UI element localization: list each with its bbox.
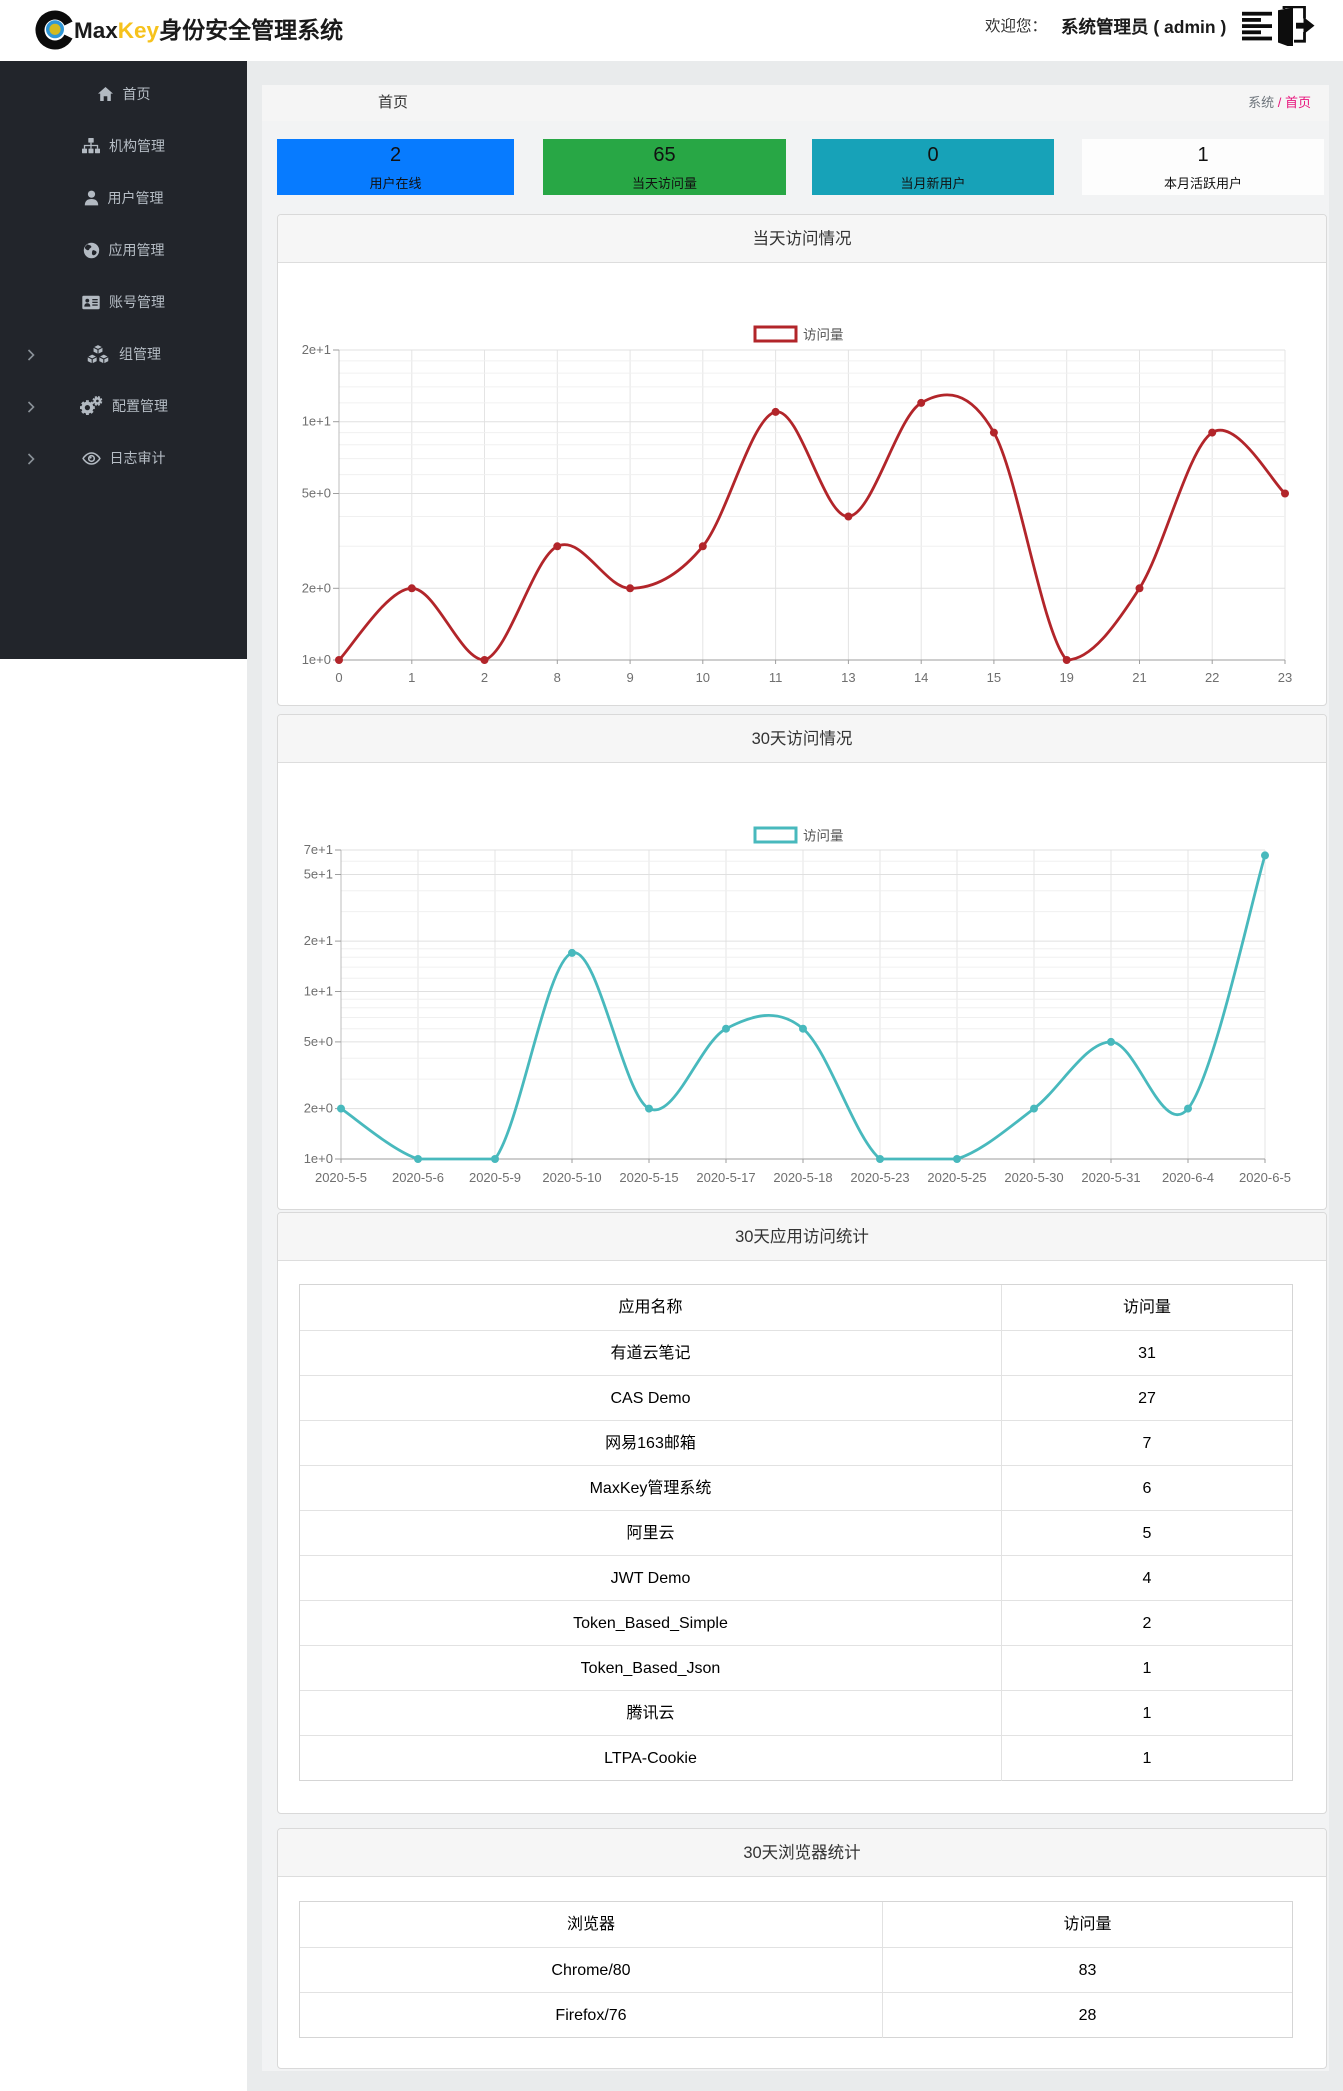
svg-text:2e+1: 2e+1 [304, 933, 333, 948]
svg-text:19: 19 [1059, 670, 1073, 685]
svg-text:9: 9 [626, 670, 633, 685]
svg-text:2020-5-5: 2020-5-5 [315, 1170, 367, 1185]
svg-text:5e+0: 5e+0 [302, 486, 331, 501]
svg-text:2020-5-6: 2020-5-6 [392, 1170, 444, 1185]
svg-text:21: 21 [1132, 670, 1146, 685]
svg-text:0: 0 [335, 670, 342, 685]
svg-text:2020-5-25: 2020-5-25 [927, 1170, 986, 1185]
svg-text:2020-5-31: 2020-5-31 [1081, 1170, 1140, 1185]
svg-text:2e+1: 2e+1 [302, 342, 331, 357]
svg-text:22: 22 [1205, 670, 1219, 685]
svg-text:2e+0: 2e+0 [304, 1101, 333, 1116]
svg-text:1: 1 [408, 670, 415, 685]
svg-text:1e+0: 1e+0 [304, 1151, 333, 1166]
svg-text:14: 14 [914, 670, 928, 685]
svg-text:7e+1: 7e+1 [304, 842, 333, 857]
svg-text:13: 13 [841, 670, 855, 685]
svg-text:2020-5-30: 2020-5-30 [1004, 1170, 1063, 1185]
svg-text:访问量: 访问量 [803, 328, 844, 343]
svg-text:2020-6-4: 2020-6-4 [1162, 1170, 1214, 1185]
svg-text:2020-6-5: 2020-6-5 [1239, 1170, 1291, 1185]
svg-text:23: 23 [1278, 670, 1292, 685]
svg-text:访问量: 访问量 [803, 829, 844, 844]
svg-text:2020-5-9: 2020-5-9 [469, 1170, 521, 1185]
svg-text:2020-5-23: 2020-5-23 [850, 1170, 909, 1185]
svg-text:15: 15 [987, 670, 1001, 685]
svg-text:2e+0: 2e+0 [302, 580, 331, 595]
svg-text:11: 11 [769, 670, 783, 685]
svg-text:1e+1: 1e+1 [302, 414, 331, 429]
svg-text:2020-5-17: 2020-5-17 [696, 1170, 755, 1185]
svg-text:2020-5-15: 2020-5-15 [619, 1170, 678, 1185]
svg-text:2: 2 [481, 670, 488, 685]
svg-text:1e+0: 1e+0 [302, 652, 331, 667]
svg-text:1e+1: 1e+1 [304, 984, 333, 999]
svg-text:8: 8 [554, 670, 561, 685]
svg-text:2020-5-10: 2020-5-10 [542, 1170, 601, 1185]
svg-text:5e+0: 5e+0 [304, 1034, 333, 1049]
svg-text:2020-5-18: 2020-5-18 [773, 1170, 832, 1185]
svg-text:10: 10 [696, 670, 710, 685]
svg-text:5e+1: 5e+1 [304, 867, 333, 882]
